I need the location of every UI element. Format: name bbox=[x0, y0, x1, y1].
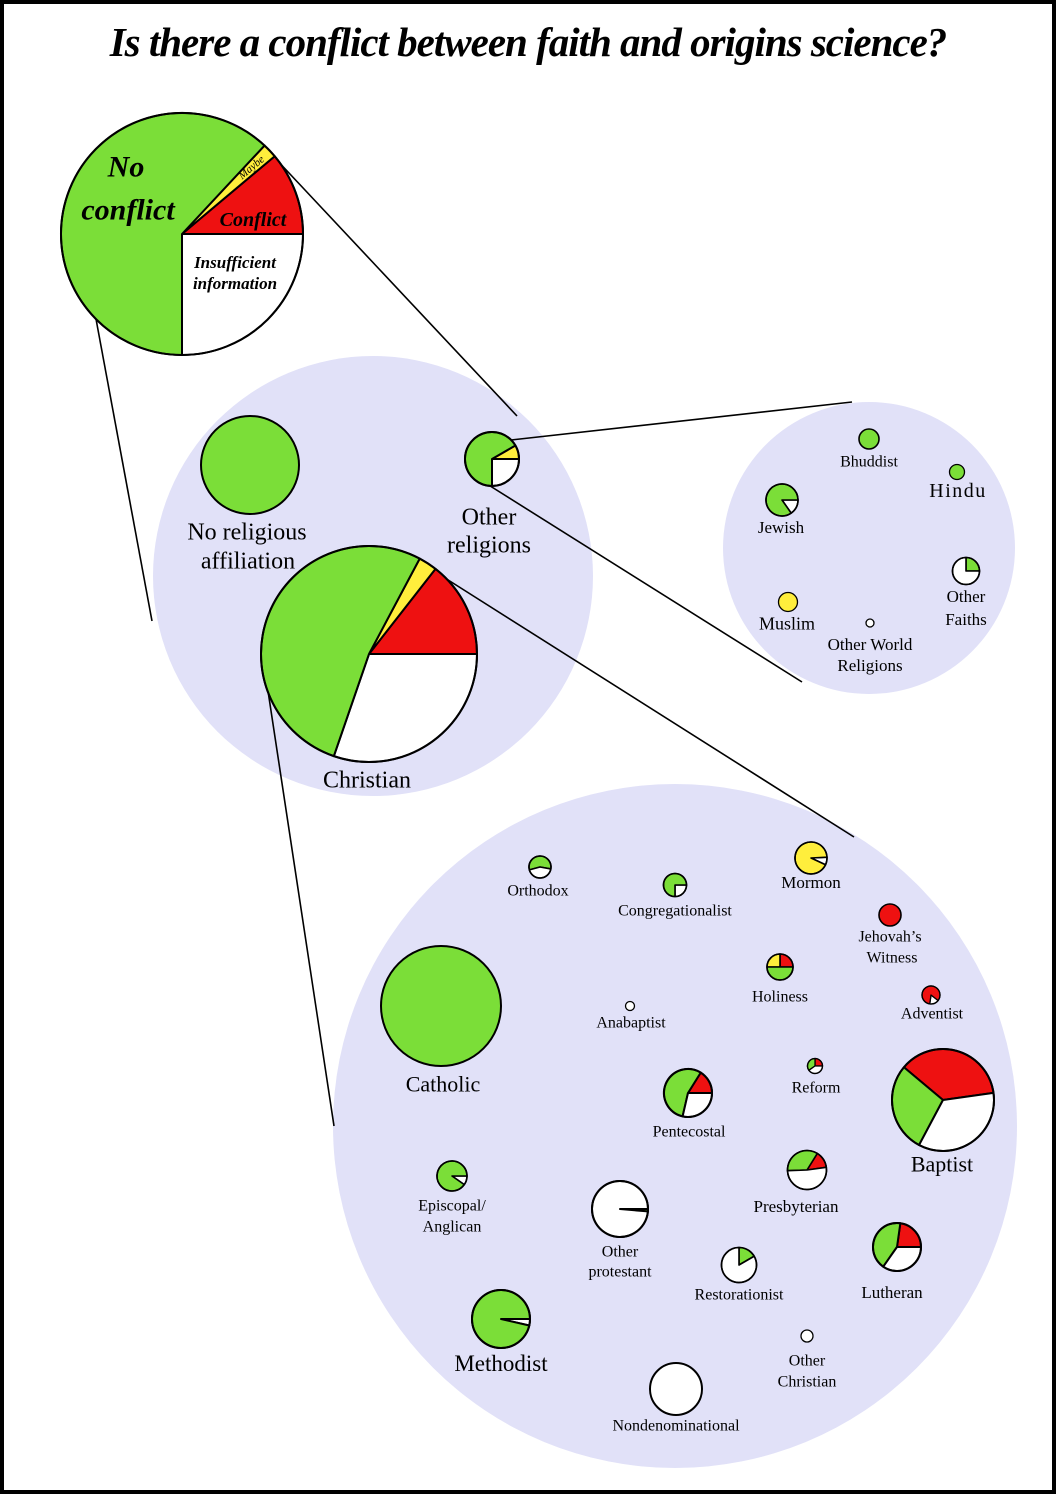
pie-bhuddist-slice-green bbox=[858, 428, 880, 450]
label-other-protestant: protestant bbox=[588, 1264, 652, 1281]
group-circle-world-religions bbox=[723, 402, 1015, 694]
pie-lutheran-outline bbox=[872, 1222, 922, 1272]
connector-christian-to-christian-denominations bbox=[267, 690, 335, 1127]
pie-hindu-slice-green bbox=[948, 463, 966, 481]
pie-restorationist-outline bbox=[720, 1246, 758, 1284]
pie-reform-outline bbox=[806, 1057, 824, 1075]
pie-congregationalist-outline bbox=[662, 872, 688, 898]
label-no-religious-affiliation: affiliation bbox=[201, 548, 295, 574]
annotation-insufficient-information-label: Insufficient bbox=[193, 253, 277, 272]
label-methodist: Methodist bbox=[454, 1351, 548, 1376]
label-jewish: Jewish bbox=[758, 518, 805, 537]
label-anabaptist: Anabaptist bbox=[596, 1015, 666, 1032]
pie-other-christian-slice-white bbox=[800, 1329, 814, 1343]
pie-anabaptist-slice-white bbox=[624, 1000, 636, 1012]
pie-jehovahs-witness-slice-red bbox=[878, 903, 902, 927]
label-hindu: Hindu bbox=[929, 480, 987, 502]
pie-other-world-religions-slice-white bbox=[865, 618, 875, 628]
label-other-faiths: Other bbox=[947, 587, 986, 606]
page-title: Is there a conflict between faith and or… bbox=[109, 19, 948, 65]
pie-holiness-outline bbox=[766, 953, 794, 981]
label-lutheran: Lutheran bbox=[861, 1283, 923, 1302]
chart-svg: No religiousaffiliationOtherreligionsChr… bbox=[59, 112, 1017, 1468]
label-holiness: Holiness bbox=[752, 989, 808, 1006]
label-episcopal-anglican: Anglican bbox=[423, 1219, 482, 1236]
label-jehovahs-witness: Witness bbox=[867, 950, 918, 967]
annotation-conflict-label: Conflict bbox=[220, 209, 288, 231]
pie-muslim-slice-yellow bbox=[777, 591, 799, 613]
connector-other-religions-to-world-religions bbox=[510, 401, 853, 441]
pie-overall-outline bbox=[60, 112, 304, 356]
pie-pentecostal-outline bbox=[663, 1068, 713, 1118]
annotation-no-conflict-label: conflict bbox=[81, 194, 176, 227]
connector-other-religions-to-world-religions bbox=[486, 483, 803, 683]
pie-orthodox-outline bbox=[528, 855, 552, 879]
label-reform: Reform bbox=[792, 1080, 841, 1097]
pie-methodist-outline bbox=[471, 1289, 531, 1349]
label-adventist: Adventist bbox=[901, 1006, 964, 1023]
label-other-religions: religions bbox=[447, 532, 531, 558]
annotation-insufficient-information-label: information bbox=[193, 274, 277, 293]
label-episcopal-anglican: Episcopal/ bbox=[418, 1198, 486, 1215]
label-other-protestant: Other bbox=[602, 1244, 639, 1261]
pie-presbyterian-outline bbox=[786, 1149, 828, 1191]
label-orthodox: Orthodox bbox=[507, 883, 568, 900]
pie-baptist-outline bbox=[891, 1048, 995, 1152]
label-pentecostal: Pentecostal bbox=[653, 1124, 726, 1141]
pie-no-religious-affiliation-slice-green bbox=[200, 415, 300, 515]
label-mormon: Mormon bbox=[781, 873, 841, 892]
connector-christian-to-christian-denominations bbox=[444, 577, 855, 838]
pie-jewish-outline bbox=[765, 483, 799, 517]
pie-adventist-outline bbox=[921, 985, 941, 1005]
label-nondenominational: Nondenominational bbox=[612, 1418, 740, 1435]
label-other-world-religions: Other World bbox=[828, 635, 913, 654]
pie-christian-outline bbox=[260, 545, 478, 763]
label-muslim: Muslim bbox=[759, 613, 815, 633]
pie-episcopal-anglican-outline bbox=[436, 1160, 468, 1192]
pie-catholic-slice-green bbox=[380, 945, 502, 1067]
pie-other-religions-outline bbox=[464, 431, 520, 487]
label-restorationist: Restorationist bbox=[695, 1287, 784, 1304]
label-bhuddist: Bhuddist bbox=[840, 454, 898, 471]
label-christian: Christian bbox=[323, 767, 411, 793]
label-other-christian: Other bbox=[789, 1353, 826, 1370]
label-baptist: Baptist bbox=[911, 1152, 973, 1177]
connector-overall-pie-to-religious-groups bbox=[95, 318, 153, 622]
connector-overall-pie-to-religious-groups bbox=[273, 156, 518, 417]
pie-other-protestant-outline bbox=[591, 1180, 649, 1238]
pie-mormon-outline bbox=[794, 841, 828, 875]
label-other-faiths: Faiths bbox=[945, 610, 987, 629]
label-other-world-religions: Religions bbox=[837, 656, 902, 675]
pie-nondenominational-slice-white bbox=[649, 1362, 703, 1416]
label-other-christian: Christian bbox=[778, 1374, 837, 1391]
label-jehovahs-witness: Jehovah’s bbox=[858, 929, 921, 946]
label-catholic: Catholic bbox=[406, 1072, 481, 1097]
pie-other-faiths-outline bbox=[951, 556, 981, 586]
label-other-religions: Other bbox=[462, 504, 517, 530]
label-presbyterian: Presbyterian bbox=[754, 1197, 839, 1216]
label-congregationalist: Congregationalist bbox=[618, 903, 732, 920]
label-no-religious-affiliation: No religious bbox=[187, 519, 306, 545]
annotation-no-conflict-label: No bbox=[107, 151, 145, 184]
